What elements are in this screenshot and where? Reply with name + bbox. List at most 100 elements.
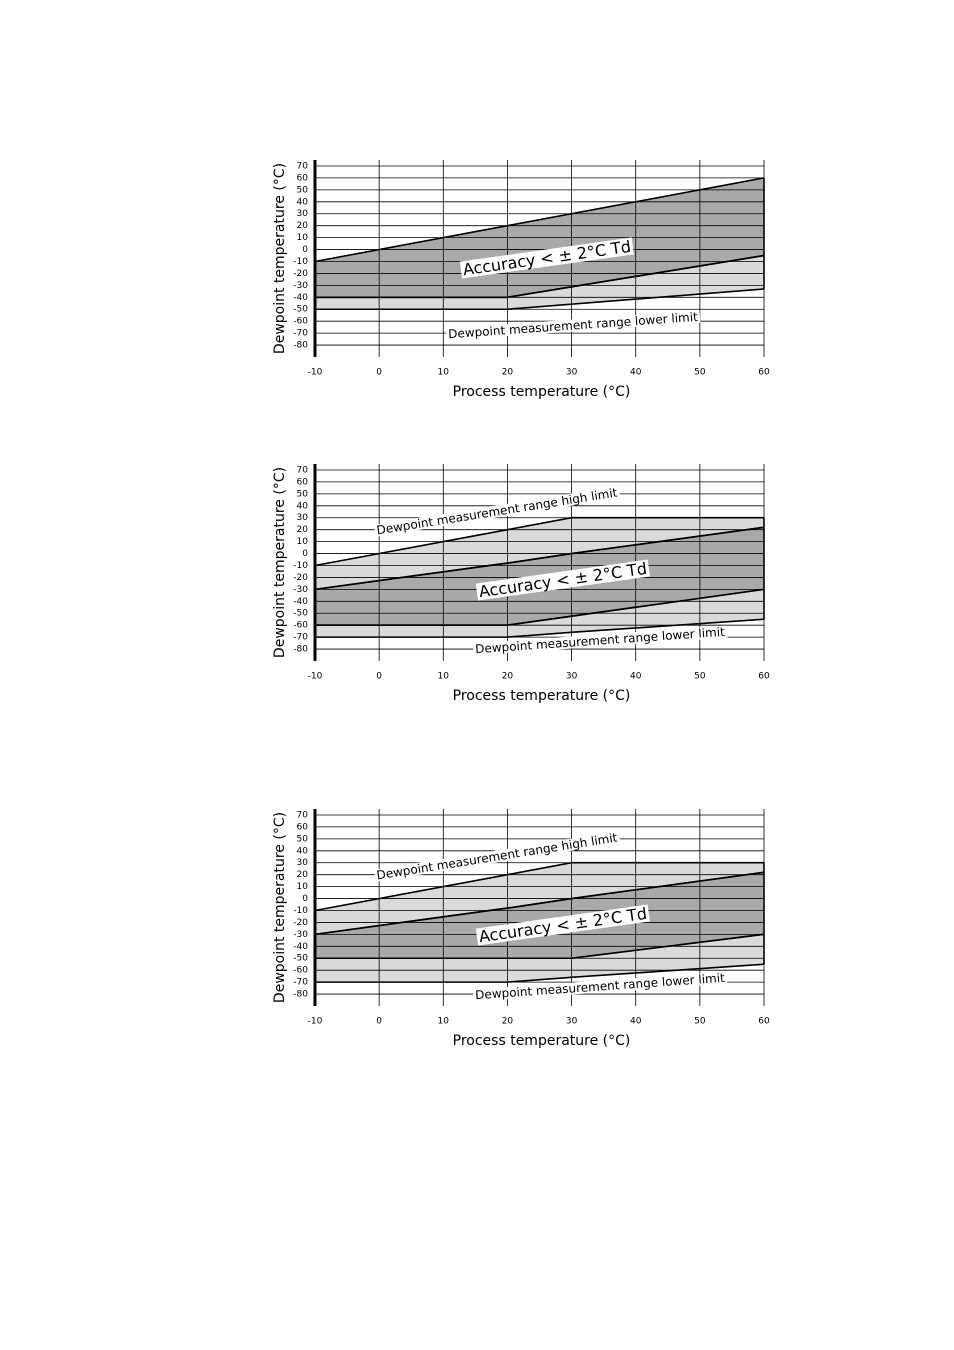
x-tick-label: 30 xyxy=(566,1017,578,1027)
y-tick-label: -60 xyxy=(293,317,308,327)
x-tick-label: 20 xyxy=(502,1017,514,1027)
y-tick-label: 20 xyxy=(297,525,309,535)
band-edge xyxy=(315,618,765,638)
x-tick-label: 40 xyxy=(630,1017,642,1027)
x-tick-label: 10 xyxy=(438,368,450,378)
y-tick-label: -10 xyxy=(293,906,308,916)
y-tick-label: -20 xyxy=(293,918,308,928)
annotation-bg xyxy=(475,559,650,601)
band-area xyxy=(315,872,764,959)
band-edge xyxy=(314,177,765,263)
chart: 70 60 50 40 30 20 10 0 -10 -20 -30 -40 -50 -60 -70 -80 -… xyxy=(272,160,770,400)
y-tick-label: 10 xyxy=(297,233,309,243)
annotation: Dewpoint measurement range lower limit xyxy=(448,310,699,341)
x-tick-label: 0 xyxy=(376,368,382,378)
y-tick-label: 50 xyxy=(297,185,309,195)
y-tick-label: -40 xyxy=(293,942,308,952)
y-tick-label: 50 xyxy=(297,834,309,844)
y-tick-label: -20 xyxy=(293,573,308,583)
y-tick-label: -30 xyxy=(293,930,308,940)
annotation-bg xyxy=(373,831,621,882)
y-tick-label: 30 xyxy=(297,209,309,219)
x-axis-label: Process temperature (°C) xyxy=(453,1033,631,1049)
x-tick-label: 50 xyxy=(694,368,706,378)
band-edge xyxy=(315,588,765,626)
x-tick-label: 10 xyxy=(438,1017,450,1027)
y-tick-label: -70 xyxy=(293,329,308,339)
y-tick-label: -40 xyxy=(293,597,308,607)
x-tick-label: -10 xyxy=(308,1017,323,1027)
annotation-bg xyxy=(373,486,621,537)
x-tick-label: 40 xyxy=(630,672,642,682)
y-tick-label: 40 xyxy=(297,846,309,856)
annotation: Dewpoint measurement range lower limit xyxy=(445,310,701,341)
band-edge xyxy=(314,526,765,591)
y-tick-label: -70 xyxy=(293,978,308,988)
x-tick-label: 20 xyxy=(502,672,514,682)
band-edge xyxy=(315,933,765,960)
y-tick-label: 40 xyxy=(297,197,309,207)
y-tick-label: -60 xyxy=(293,966,308,976)
band-edge xyxy=(314,861,764,912)
chart: 70 60 50 40 30 20 10 0 -10 -20 -30 -40 -50 -60 -70 -80 -… xyxy=(272,809,770,1049)
chart: 70 60 50 40 30 20 10 0 -10 -20 -30 -40 -50 -60 -70 -80 -… xyxy=(272,464,770,704)
y-tick-label: 60 xyxy=(297,173,309,183)
band-edge xyxy=(314,516,764,567)
y-tick-label: -80 xyxy=(293,341,308,351)
y-tick-label: -50 xyxy=(293,305,308,315)
y-tick-label: 30 xyxy=(297,858,309,868)
y-tick-label: -50 xyxy=(293,954,308,964)
annotation-bg xyxy=(472,625,728,656)
y-tick-label: -20 xyxy=(293,269,308,279)
x-tick-label: 10 xyxy=(438,672,450,682)
y-tick-label: -10 xyxy=(293,257,308,267)
y-tick-label: 30 xyxy=(297,513,309,523)
annotation-bg xyxy=(472,971,728,1002)
y-tick-label: 0 xyxy=(302,549,308,559)
x-tick-label: 20 xyxy=(502,368,514,378)
y-axis-label: Dewpoint temperature (°C) xyxy=(272,812,288,1003)
y-tick-label: -40 xyxy=(293,293,308,303)
y-tick-label: -70 xyxy=(293,633,308,643)
y-tick-label: -10 xyxy=(293,561,308,571)
band-edge xyxy=(315,963,765,983)
band-edge xyxy=(315,288,765,311)
y-tick-label: -60 xyxy=(293,621,308,631)
y-tick-label: 60 xyxy=(297,477,309,487)
y-tick-label: 20 xyxy=(297,221,309,231)
x-tick-label: 60 xyxy=(758,672,770,682)
x-tick-label: 0 xyxy=(376,672,382,682)
annotation-bg xyxy=(475,904,650,946)
x-axis-label: Process temperature (°C) xyxy=(453,384,631,400)
y-tick-label: 70 xyxy=(297,810,309,820)
annotation-bg xyxy=(459,237,634,279)
y-axis-label: Dewpoint temperature (°C) xyxy=(272,467,288,658)
band-area xyxy=(315,255,764,310)
x-tick-label: 60 xyxy=(758,1017,770,1027)
y-tick-label: -30 xyxy=(293,281,308,291)
y-tick-label: 50 xyxy=(297,489,309,499)
y-tick-label: 0 xyxy=(302,245,308,255)
y-tick-label: 0 xyxy=(302,894,308,904)
x-tick-label: 60 xyxy=(758,368,770,378)
y-tick-label: 10 xyxy=(297,537,309,547)
y-tick-label: -30 xyxy=(293,585,308,595)
y-tick-label: -80 xyxy=(293,990,308,1000)
band-edge xyxy=(315,254,765,299)
x-tick-label: -10 xyxy=(308,672,323,682)
y-tick-label: 70 xyxy=(297,465,309,475)
x-tick-label: 40 xyxy=(630,368,642,378)
y-tick-label: -80 xyxy=(293,645,308,655)
x-axis-label: Process temperature (°C) xyxy=(453,688,631,704)
x-tick-label: -10 xyxy=(308,368,323,378)
x-tick-label: 50 xyxy=(694,672,706,682)
band-edge xyxy=(314,871,765,936)
y-tick-label: 40 xyxy=(297,501,309,511)
x-tick-label: 30 xyxy=(566,368,578,378)
y-tick-label: 70 xyxy=(297,161,309,171)
y-axis-label: Dewpoint temperature (°C) xyxy=(272,163,288,354)
x-tick-label: 30 xyxy=(566,672,578,682)
x-tick-label: 0 xyxy=(376,1017,382,1027)
x-tick-label: 50 xyxy=(694,1017,706,1027)
